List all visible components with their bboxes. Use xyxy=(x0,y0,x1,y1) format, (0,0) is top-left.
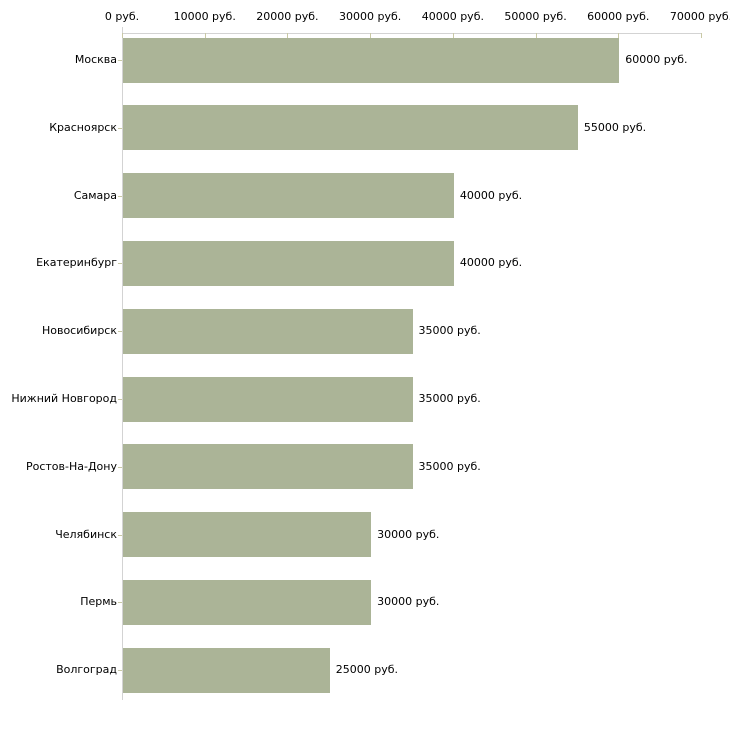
category-label: Екатеринбург xyxy=(36,256,117,270)
x-tick xyxy=(370,33,372,38)
y-tick xyxy=(118,331,122,333)
y-tick xyxy=(118,670,122,672)
x-tick xyxy=(618,33,620,38)
x-tick xyxy=(204,33,206,38)
category-label: Нижний Новгород xyxy=(11,392,117,405)
bar-value-label: 55000 руб. xyxy=(583,120,647,134)
category-label: Москва xyxy=(74,53,117,66)
y-tick xyxy=(118,127,122,129)
bar-value-label: 40000 руб. xyxy=(459,256,523,270)
bar-value-label: 60000 руб. xyxy=(625,53,688,66)
y-tick xyxy=(118,195,122,197)
category-label: Новосибирск xyxy=(41,324,117,338)
bar-Челябинск xyxy=(123,512,372,558)
y-tick xyxy=(118,534,122,536)
x-tick xyxy=(122,33,123,38)
x-tick-label: 70000 руб. xyxy=(669,10,730,23)
x-tick-label: 30000 руб. xyxy=(339,10,402,23)
bar-Ростов-На-Дону xyxy=(123,444,413,490)
x-tick xyxy=(701,33,702,38)
category-label: Самара xyxy=(73,188,117,202)
bar-value-label: 35000 руб. xyxy=(418,324,481,338)
x-axis-line xyxy=(122,33,701,34)
bar-value-label: 35000 руб. xyxy=(418,459,481,473)
bar-value-label: 40000 руб. xyxy=(459,188,523,202)
bar-value-label: 30000 руб. xyxy=(377,595,440,609)
bar-Москва xyxy=(123,37,620,83)
bar-Красноярск xyxy=(123,105,578,151)
y-tick xyxy=(118,466,122,468)
bar-Самара xyxy=(123,173,454,219)
category-label: Пермь xyxy=(80,595,117,609)
bar-value-label: 30000 руб. xyxy=(377,527,440,541)
y-tick xyxy=(118,60,122,61)
x-tick xyxy=(452,33,454,38)
y-tick xyxy=(118,602,122,604)
x-tick-label: 50000 руб. xyxy=(504,10,567,23)
bar-Волгоград xyxy=(123,647,330,693)
x-tick-label: 10000 руб. xyxy=(173,10,236,23)
x-tick-label: 40000 руб. xyxy=(421,10,484,23)
bar-Нижний Новгород xyxy=(123,376,413,422)
y-tick xyxy=(118,263,122,265)
y-tick xyxy=(118,399,122,400)
bar-Екатеринбург xyxy=(123,240,454,286)
x-tick-label: 60000 руб. xyxy=(587,10,650,23)
x-tick-label: 0 руб. xyxy=(104,10,140,23)
bar-Пермь xyxy=(123,579,372,625)
category-label: Челябинск xyxy=(55,527,117,541)
category-label: Ростов-На-Дону xyxy=(25,459,117,473)
x-tick xyxy=(287,33,289,38)
bar-value-label: 35000 руб. xyxy=(418,392,481,405)
x-tick xyxy=(535,33,537,38)
category-label: Волгоград xyxy=(56,663,117,677)
y-axis-line xyxy=(122,27,123,700)
bar-value-label: 25000 руб. xyxy=(335,663,399,677)
category-label: Красноярск xyxy=(49,120,117,134)
bar-Новосибирск xyxy=(123,308,413,354)
x-tick-label: 20000 руб. xyxy=(256,10,319,23)
